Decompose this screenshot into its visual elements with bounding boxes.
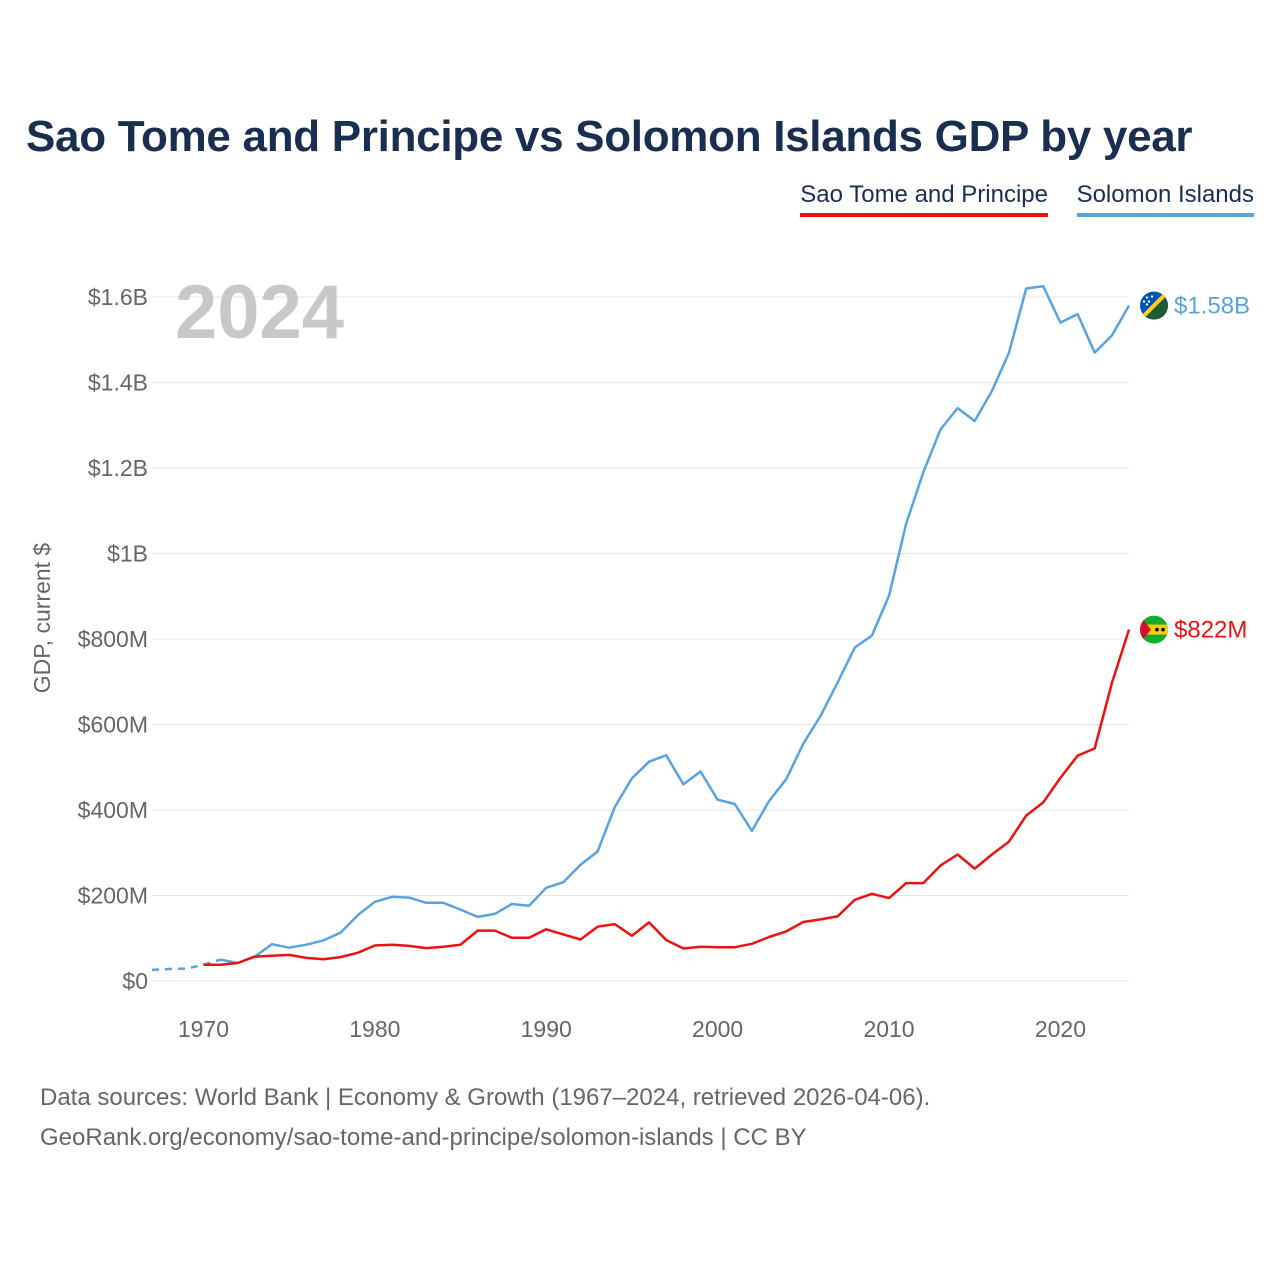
legend-item-sao-tome-and-principe[interactable]: Sao Tome and Principe	[800, 181, 1048, 217]
legend-item-solomon-islands[interactable]: Solomon Islands	[1076, 181, 1254, 217]
y-tick-label: $800M	[78, 626, 148, 652]
gdp-line-chart: 2024 $0 $200M $400M $600M $800M $1B $1.2B $1.4B…	[29, 270, 1250, 1042]
x-tick-label: 2000	[692, 1016, 743, 1042]
y-tick-label: $600M	[78, 712, 148, 738]
y-tick-label: $1.2B	[88, 455, 148, 481]
x-tick-label: 2020	[1035, 1016, 1086, 1042]
y-tick-label: $400M	[78, 797, 148, 823]
source-link[interactable]: GeoRank.org/economy/sao-tome-and-princip…	[40, 1124, 807, 1151]
end-value-label-stp: $822M	[1174, 617, 1247, 644]
source-note: Data sources: World Bank | Economy & Gro…	[40, 1084, 931, 1111]
y-tick-label: $200M	[78, 883, 148, 909]
series-line-sol-dashed	[151, 958, 221, 972]
x-axis-ticks: 1970 1980 1990 2000 2010 2020	[178, 1016, 1086, 1042]
y-tick-label: $0	[122, 968, 148, 994]
series-lines	[151, 285, 1131, 972]
y-axis-ticks: $0 $200M $400M $600M $800M $1B $1.2B $1.4B $1.6B	[78, 284, 148, 994]
series-line-sol	[220, 285, 1131, 965]
flag-icon-sol	[1140, 291, 1168, 320]
y-tick-label: $1B	[107, 541, 148, 567]
gridlines	[152, 296, 1129, 982]
flag-icon-stp	[1140, 615, 1168, 644]
y-tick-label: $1.6B	[88, 284, 148, 310]
chart-title: Sao Tome and Principe vs Solomon Islands…	[26, 112, 1193, 161]
year-overlay: 2024	[175, 270, 344, 355]
y-tick-label: $1.4B	[88, 370, 148, 396]
series-line-stp	[203, 629, 1131, 967]
end-value-label-sol: $1.58B	[1174, 293, 1250, 320]
series-endpoints: $1.58B $822M	[1140, 291, 1250, 644]
x-tick-label: 2010	[863, 1016, 914, 1042]
x-tick-label: 1970	[178, 1016, 229, 1042]
x-tick-label: 1990	[521, 1016, 572, 1042]
y-axis-label: GDP, current $	[29, 543, 55, 694]
x-tick-label: 1980	[349, 1016, 400, 1042]
